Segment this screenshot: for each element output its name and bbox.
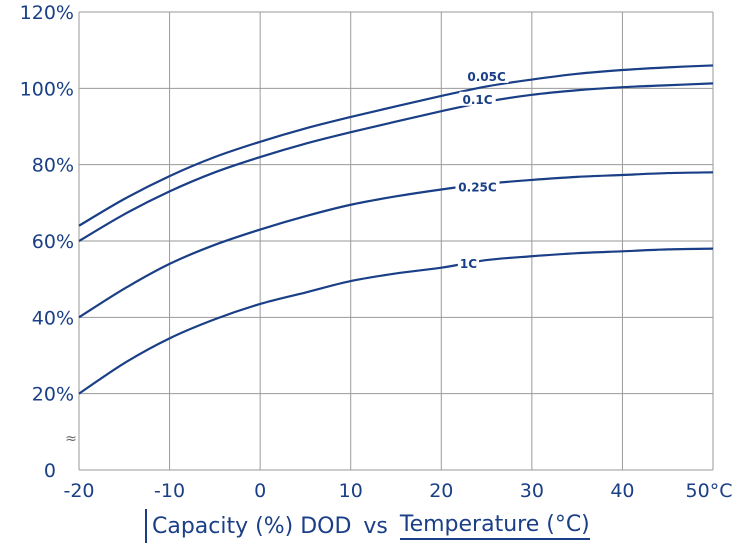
series-label-bg <box>457 255 480 270</box>
y-tick-label: 80% <box>32 155 74 177</box>
series-label-0.1C: 0.1C <box>462 93 492 107</box>
x-tick-label: -10 <box>154 480 185 502</box>
x-tick-label: -20 <box>63 480 94 502</box>
caption-bar <box>145 509 147 543</box>
y-tick-label: 60% <box>32 231 74 253</box>
series-line-0.1C <box>78 82 714 242</box>
x-tick-label: 10 <box>339 480 363 502</box>
series-line-1C <box>78 247 714 395</box>
series-label-bg <box>464 68 509 83</box>
tick-labels: -20 -10 0 10 20 30 40 50°C 0 20% 40% 60% 80% 100% 120%… <box>20 2 733 502</box>
y-tick-label: 120% <box>20 2 74 24</box>
x-tick-label: 40 <box>610 480 634 502</box>
y-tick-label: 0 <box>44 460 56 482</box>
series-line-0.25C <box>78 171 714 319</box>
y-tick-label: 100% <box>20 78 74 100</box>
series-label-1C: 1C <box>460 257 477 271</box>
caption-part2: vs <box>363 513 388 539</box>
x-tick-label: 20 <box>429 480 453 502</box>
series-lines <box>78 64 714 395</box>
y-tick-label: 20% <box>32 384 74 406</box>
x-tick-label: 0 <box>254 480 266 502</box>
series-label-bg <box>455 179 500 194</box>
axis-break-symbol: ≈ <box>65 431 77 447</box>
x-tick-label: 30 <box>520 480 544 502</box>
series-line-0.05C <box>78 64 714 227</box>
grid <box>78 11 714 471</box>
caption-part1: Capacity (%) DOD <box>152 513 352 539</box>
series-label-bg <box>459 91 496 106</box>
x-tick-label: 50°C <box>686 480 733 502</box>
y-tick-label: 40% <box>32 307 74 329</box>
series-label-0.25C: 0.25C <box>458 181 497 195</box>
series-label-0.05C: 0.05C <box>467 70 506 84</box>
chart-caption: Capacity (%) DOD vs Temperature (°C) <box>145 508 590 544</box>
caption-part3: Temperature (°C) <box>399 512 590 540</box>
